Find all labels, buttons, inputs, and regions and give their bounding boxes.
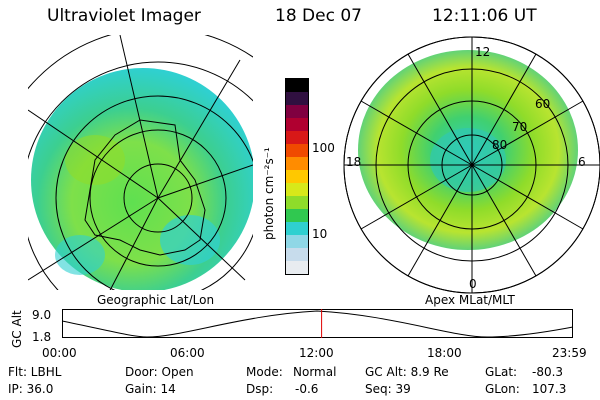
colorbar-segment (286, 235, 308, 248)
altitude-timeline (61, 309, 574, 338)
colorbar-segment (286, 92, 308, 105)
mode-label: Mode: (246, 365, 283, 379)
colorbar-segment (286, 157, 308, 170)
colorbar-segment (286, 131, 308, 144)
ip-status: IP: 36.0 (8, 382, 54, 396)
geographic-map (28, 35, 600, 294)
date-label: 18 Dec 07 (275, 6, 362, 26)
left-map-label: Geographic Lat/Lon (97, 293, 215, 307)
mlt-label-6: 6 (578, 155, 586, 169)
timeline-ylabel: GC Alt (10, 310, 24, 348)
colorbar-segment (286, 144, 308, 157)
colorbar-segment (286, 79, 308, 92)
glon-label: GLon: (485, 382, 520, 396)
colorbar-segment (286, 222, 308, 235)
door-status: Door: Open (125, 365, 194, 379)
mlat-label-60: 60 (535, 97, 551, 111)
colorbar-segment (286, 261, 308, 274)
colorbar-segment (286, 118, 308, 131)
gc-alt-status: GC Alt: 8.9 Re (365, 365, 449, 379)
colorbar-segment (286, 248, 308, 261)
time-label: 12:11:06 UT (432, 6, 537, 26)
gain-status: Gain: 14 (125, 382, 176, 396)
timeline-xtick-0: 00:00 (42, 346, 77, 360)
glat-label: GLat: (485, 365, 518, 379)
seq-status: Seq: 39 (365, 382, 411, 396)
right-map-label: Apex MLat/MLT (425, 293, 515, 307)
timeline-xtick-4: 23:59 (552, 346, 587, 360)
colorbar-segment (286, 196, 308, 209)
mlt-label-18: 18 (346, 155, 362, 169)
colorbar-segment (286, 105, 308, 118)
glat-value: -80.3 (532, 365, 564, 379)
instrument-title: Ultraviolet Imager (47, 6, 201, 26)
mlt-label-0: 0 (469, 277, 477, 291)
dsp-label: Dsp: (246, 382, 274, 396)
timeline-xtick-2: 12:00 (299, 346, 334, 360)
colorbar-segment (286, 183, 308, 196)
altitude-curve (61, 310, 574, 338)
colorbar-label: photon cm⁻²s⁻¹ (262, 147, 276, 240)
timeline-xtick-1: 06:00 (170, 346, 205, 360)
timeline-ytick-top: 9.0 (32, 308, 52, 322)
mode-value: Normal (293, 365, 337, 379)
continent-outline (84, 119, 206, 256)
mlt-label-12: 12 (475, 45, 491, 59)
mlat-label-70: 70 (512, 120, 528, 134)
color-bar (285, 78, 309, 275)
colorbar-segment (286, 209, 308, 222)
colorbar-tick-100: 100 (312, 141, 335, 155)
timeline-ytick-bottom: 1.8 (32, 330, 52, 344)
mlat-label-80: 80 (492, 138, 508, 152)
colorbar-tick-10: 10 (312, 227, 328, 241)
colorbar-segment (286, 170, 308, 183)
dsp-value: -0.6 (295, 382, 319, 396)
glon-value: 107.3 (532, 382, 567, 396)
timeline-xtick-3: 18:00 (427, 346, 462, 360)
filter-status: Flt: LBHL (8, 365, 62, 379)
